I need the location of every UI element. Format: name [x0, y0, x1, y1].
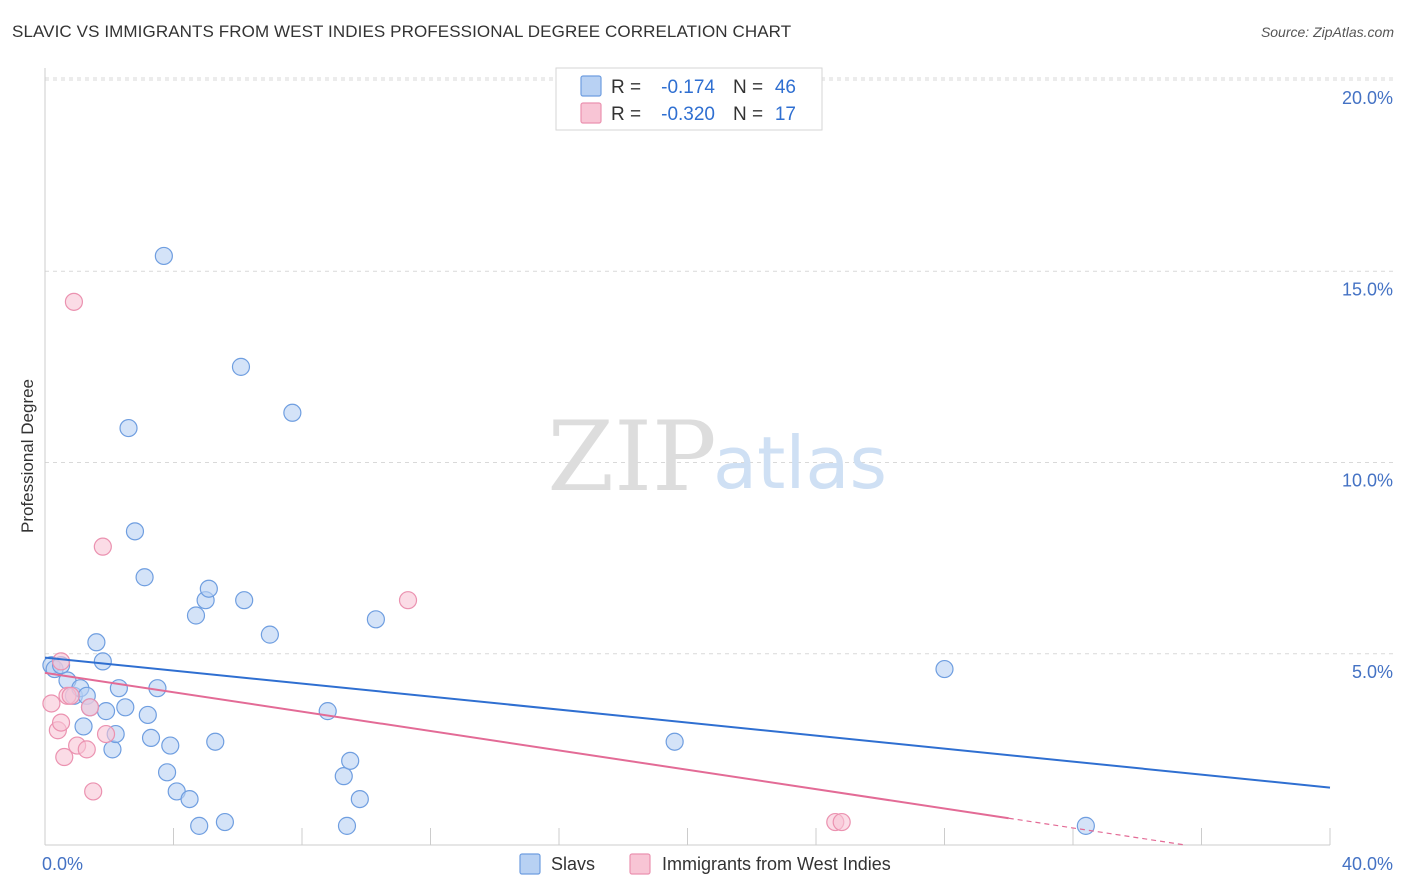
slavs-point	[366, 610, 385, 629]
slavs-point	[206, 732, 225, 751]
slavs-point	[154, 246, 173, 266]
watermark-atlas: atlas	[713, 421, 887, 505]
x-tick-label: 40.0%	[1342, 854, 1393, 874]
bottom-legend-label-slavs: Slavs	[551, 854, 595, 874]
slavs-point	[935, 659, 954, 679]
x-tick-label: 0.0%	[42, 854, 83, 874]
slavs-point	[235, 591, 254, 610]
slavs-point	[1076, 816, 1095, 835]
legend-r-label-west-indies: R =	[611, 104, 641, 125]
slavs-point	[260, 625, 279, 644]
slavs-point	[334, 767, 353, 786]
y-tick-label: 10.0%	[1342, 471, 1393, 491]
series-legend: Slavs Immigrants from West Indies	[519, 853, 891, 875]
legend-n-value-west-indies: 17	[775, 104, 796, 125]
west_indies-trend-extension	[1008, 817, 1186, 846]
slavs-point	[350, 789, 369, 809]
slavs-trend-line	[44, 656, 1331, 789]
west_indies-point	[51, 713, 71, 732]
bottom-legend-swatch-slavs	[519, 853, 541, 875]
west_indies-point	[55, 747, 74, 767]
legend-swatch-slavs	[580, 75, 602, 97]
slavs-point	[199, 579, 218, 598]
series-slavs-points	[42, 246, 1095, 835]
axes	[44, 68, 1331, 846]
slavs-point	[180, 789, 199, 809]
west_indies-point	[96, 724, 116, 744]
y-axis-title: Professional Degree	[18, 379, 37, 533]
west_indies-point	[84, 782, 103, 801]
slavs-point	[119, 418, 138, 438]
slavs-point	[215, 812, 234, 832]
west_indies-point	[80, 698, 100, 717]
slavs-point	[186, 606, 206, 625]
chart-title: SLAVIC VS IMMIGRANTS FROM WEST INDIES PR…	[12, 22, 792, 41]
y-tick-label: 15.0%	[1342, 279, 1393, 299]
bottom-legend-swatch-west-indies	[629, 853, 651, 875]
legend-n-label-slavs: N =	[733, 77, 763, 98]
y-tick-label: 5.0%	[1352, 662, 1393, 682]
legend-n-value-slavs: 46	[775, 77, 796, 98]
slavs-point	[135, 568, 154, 587]
legend-n-label-west-indies: N =	[733, 104, 763, 125]
slavs-point	[161, 736, 180, 755]
slavs-point	[103, 740, 122, 759]
slavs-point	[283, 403, 302, 422]
legend-swatch-west-indies	[580, 102, 602, 124]
west_indies-point	[93, 537, 112, 556]
west_indies-point	[61, 686, 80, 705]
trend-lines	[44, 656, 1331, 846]
watermark: ZIP atlas	[547, 401, 887, 513]
series-west-indies-points	[42, 292, 851, 832]
slavs-point	[665, 732, 684, 751]
source-label: Source: ZipAtlas.com	[1260, 24, 1394, 40]
slavs-point	[341, 751, 360, 770]
legend-r-label-slavs: R =	[611, 77, 641, 98]
slavs-point	[231, 357, 251, 376]
slavs-point	[125, 522, 145, 541]
slavs-point	[141, 728, 161, 748]
west_indies-point	[51, 652, 71, 671]
west_indies-point	[398, 591, 418, 610]
y-tick-label: 20.0%	[1342, 88, 1393, 108]
slavs-point	[74, 717, 93, 736]
west_indies-trend-line	[44, 671, 1009, 820]
west_indies-point	[42, 694, 61, 713]
slavs-point	[138, 705, 157, 725]
slavs-point	[93, 652, 112, 671]
slavs-point	[337, 816, 357, 835]
slavs-point	[157, 763, 177, 782]
slavs-point	[96, 702, 116, 721]
legend-r-value-west-indies: -0.320	[661, 104, 715, 125]
bottom-legend-label-west-indies: Immigrants from West Indies	[662, 854, 891, 874]
slavs-point	[116, 698, 135, 717]
west_indies-point	[64, 292, 84, 311]
west_indies-point	[832, 812, 851, 832]
correlation-legend: R = -0.174 N = 46 R = -0.320 N = 17	[555, 67, 823, 131]
y-tick-labels: 5.0% 10.0% 15.0% 20.0%	[1342, 88, 1393, 682]
x-tick-labels: 0.0% 40.0%	[42, 854, 1393, 874]
west_indies-point	[77, 740, 96, 759]
legend-r-value-slavs: -0.174	[661, 77, 715, 98]
slavs-point	[190, 816, 209, 835]
slavs-point	[87, 633, 106, 652]
watermark-zip: ZIP	[547, 401, 716, 513]
